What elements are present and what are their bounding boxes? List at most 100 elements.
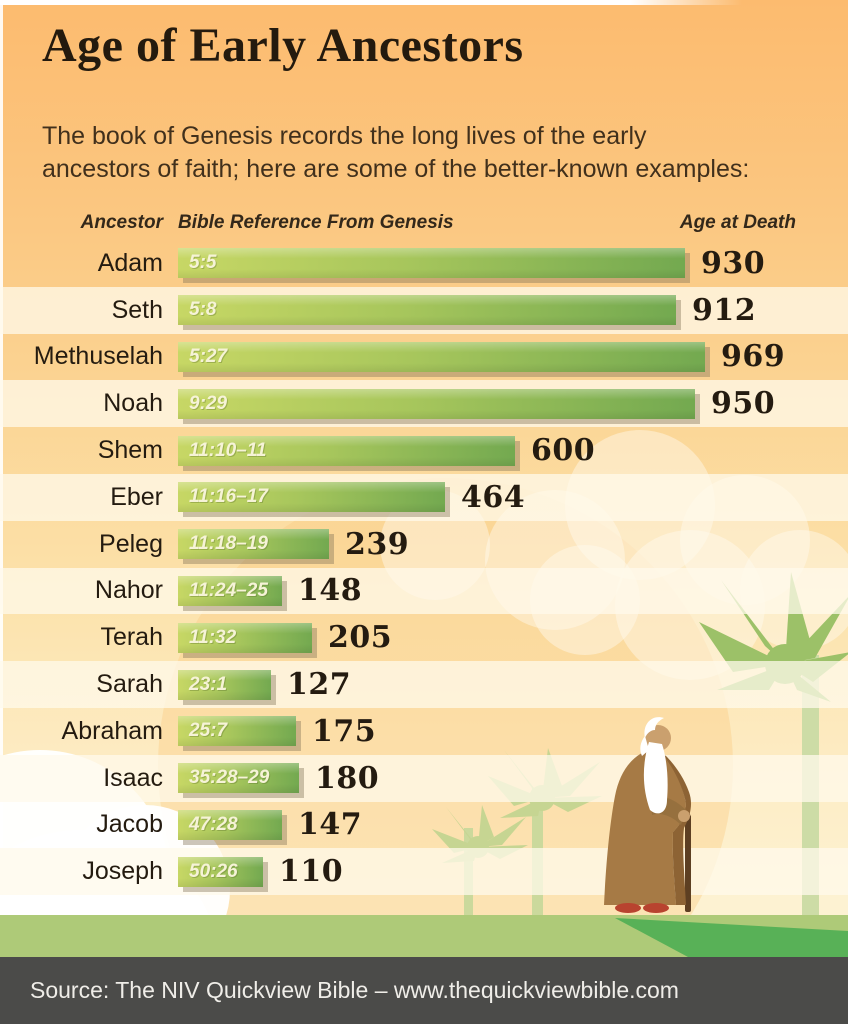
bar-reference-label: 47:28 [189, 813, 238, 835]
bar-wrap: 35:28–29 180 [178, 761, 379, 796]
bar-reference-label: 11:16–17 [189, 486, 268, 508]
footer-bar: Source: The NIV Quickview Bible – www.th… [0, 957, 848, 1024]
age-value: 175 [312, 713, 377, 749]
table-row: Methuselah 5:27 969 [0, 334, 848, 381]
bar-reference-label: 11:24–25 [189, 579, 268, 601]
column-header-age: Age at Death [679, 212, 796, 233]
age-value: 464 [461, 479, 526, 515]
column-header-reference: Bible Reference From Genesis [178, 212, 454, 233]
ancestor-name: Methuselah [33, 342, 163, 371]
age-bar: 5:27 [178, 341, 705, 372]
ancestor-name: Adam [97, 248, 163, 277]
table-row: Noah 9:29 950 [0, 380, 848, 428]
bar-wrap: 11:10–11 600 [178, 433, 595, 468]
table-row: Adam 5:5 930 [0, 240, 848, 287]
bar-reference-label: 50:26 [189, 860, 238, 882]
age-value: 205 [328, 620, 393, 656]
source-text: Source: The NIV Quickview Bible – www.th… [30, 977, 679, 1003]
ancestor-name: Joseph [82, 857, 163, 886]
bar-reference-label: 9:29 [189, 392, 228, 414]
ancestor-name: Noah [103, 389, 163, 418]
bar-wrap: 11:32 205 [178, 620, 392, 655]
bar-reference-label: 35:28–29 [189, 767, 270, 789]
table-row: Eber 11:16–17 464 [0, 473, 848, 521]
age-bar: 11:10–11 [178, 435, 515, 466]
ancestor-name: Abraham [61, 716, 163, 745]
age-bar: 5:5 [178, 248, 685, 279]
ancestor-name: Nahor [94, 576, 163, 605]
bar-reference-label: 23:1 [189, 673, 228, 695]
bar-wrap: 50:26 110 [178, 854, 343, 889]
ancestor-name: Peleg [99, 529, 163, 558]
bar-wrap: 5:5 930 [178, 246, 765, 281]
age-bar: 11:32 [178, 622, 312, 653]
bar-wrap: 11:24–25 148 [178, 573, 362, 608]
age-bar: 35:28–29 [178, 763, 299, 794]
bar-wrap: 47:28 147 [178, 807, 362, 842]
old-man-with-cane-illustration [604, 717, 692, 913]
ancestor-name: Terah [100, 623, 163, 652]
image-edge-artifact [0, 0, 742, 5]
bar-wrap: 23:1 127 [178, 667, 351, 702]
age-value: 930 [701, 245, 766, 281]
age-value: 969 [721, 339, 786, 375]
table-row: Isaac 35:28–29 180 [0, 754, 848, 802]
table-row: Nahor 11:24–25 148 [0, 567, 848, 615]
ancestor-name: Eber [110, 482, 163, 511]
age-value: 148 [298, 573, 363, 609]
bar-reference-label: 11:32 [189, 626, 237, 648]
age-value: 912 [692, 292, 757, 328]
ancestor-name: Sarah [96, 670, 163, 699]
bar-reference-label: 25:7 [189, 720, 228, 742]
bar-reference-label: 5:27 [189, 345, 228, 367]
bar-wrap: 9:29 950 [178, 386, 775, 421]
table-row: Peleg 11:18–19 239 [0, 521, 848, 568]
age-value: 600 [531, 433, 596, 469]
age-value: 950 [711, 386, 776, 422]
table-row: Shem 11:10–11 600 [0, 427, 848, 474]
bar-reference-label: 5:8 [189, 299, 217, 321]
age-value: 147 [298, 807, 363, 843]
column-headers: Ancestor Bible Reference From Genesis Ag… [0, 212, 848, 238]
page-subtitle: The book of Genesis records the long liv… [42, 120, 749, 186]
age-bar: 5:8 [178, 295, 676, 326]
bar-wrap: 11:18–19 239 [178, 527, 409, 562]
age-bar: 47:28 [178, 809, 282, 840]
ancestor-rows: Adam 5:5 930 Seth 5:8 912 Methuselah 5:2… [0, 240, 848, 896]
bar-wrap: 5:27 969 [178, 339, 785, 374]
bar-reference-label: 11:18–19 [189, 533, 268, 555]
bar-wrap: 11:16–17 464 [178, 480, 525, 515]
ancestor-name: Seth [111, 295, 163, 324]
bar-wrap: 5:8 912 [178, 293, 756, 328]
table-row: Sarah 23:1 127 [0, 661, 848, 708]
age-bar: 11:16–17 [178, 482, 445, 513]
table-row: Joseph 50:26 110 [0, 848, 848, 896]
age-value: 127 [287, 667, 352, 703]
age-value: 239 [345, 526, 410, 562]
image-edge-artifact [0, 0, 3, 912]
age-value: 180 [315, 760, 380, 796]
table-row: Seth 5:8 912 [0, 286, 848, 334]
ancestor-name: Jacob [96, 810, 163, 839]
age-bar: 11:18–19 [178, 529, 329, 560]
bar-reference-label: 5:5 [189, 252, 217, 274]
subtitle-line-1: The book of Genesis records the long liv… [42, 122, 647, 150]
age-bar: 11:24–25 [178, 575, 282, 606]
age-bar-chart: Ancestor Bible Reference From Genesis Ag… [0, 212, 848, 896]
age-value: 110 [279, 854, 344, 890]
ancestor-name: Isaac [103, 763, 163, 792]
column-header-ancestor: Ancestor [80, 212, 163, 233]
ancestor-name: Shem [97, 436, 163, 465]
table-row: Terah 11:32 205 [0, 614, 848, 661]
bar-wrap: 25:7 175 [178, 714, 376, 749]
age-bar: 9:29 [178, 388, 695, 419]
age-bar: 50:26 [178, 856, 263, 887]
age-bar: 23:1 [178, 669, 271, 700]
table-row: Abraham 25:7 175 [0, 708, 848, 755]
subtitle-line-2: ancestors of faith; here are some of the… [42, 155, 750, 183]
age-bar: 25:7 [178, 716, 296, 747]
bar-reference-label: 11:10–11 [189, 439, 267, 461]
table-row: Jacob 47:28 147 [0, 802, 848, 849]
page-title: Age of Early Ancestors [42, 19, 524, 72]
